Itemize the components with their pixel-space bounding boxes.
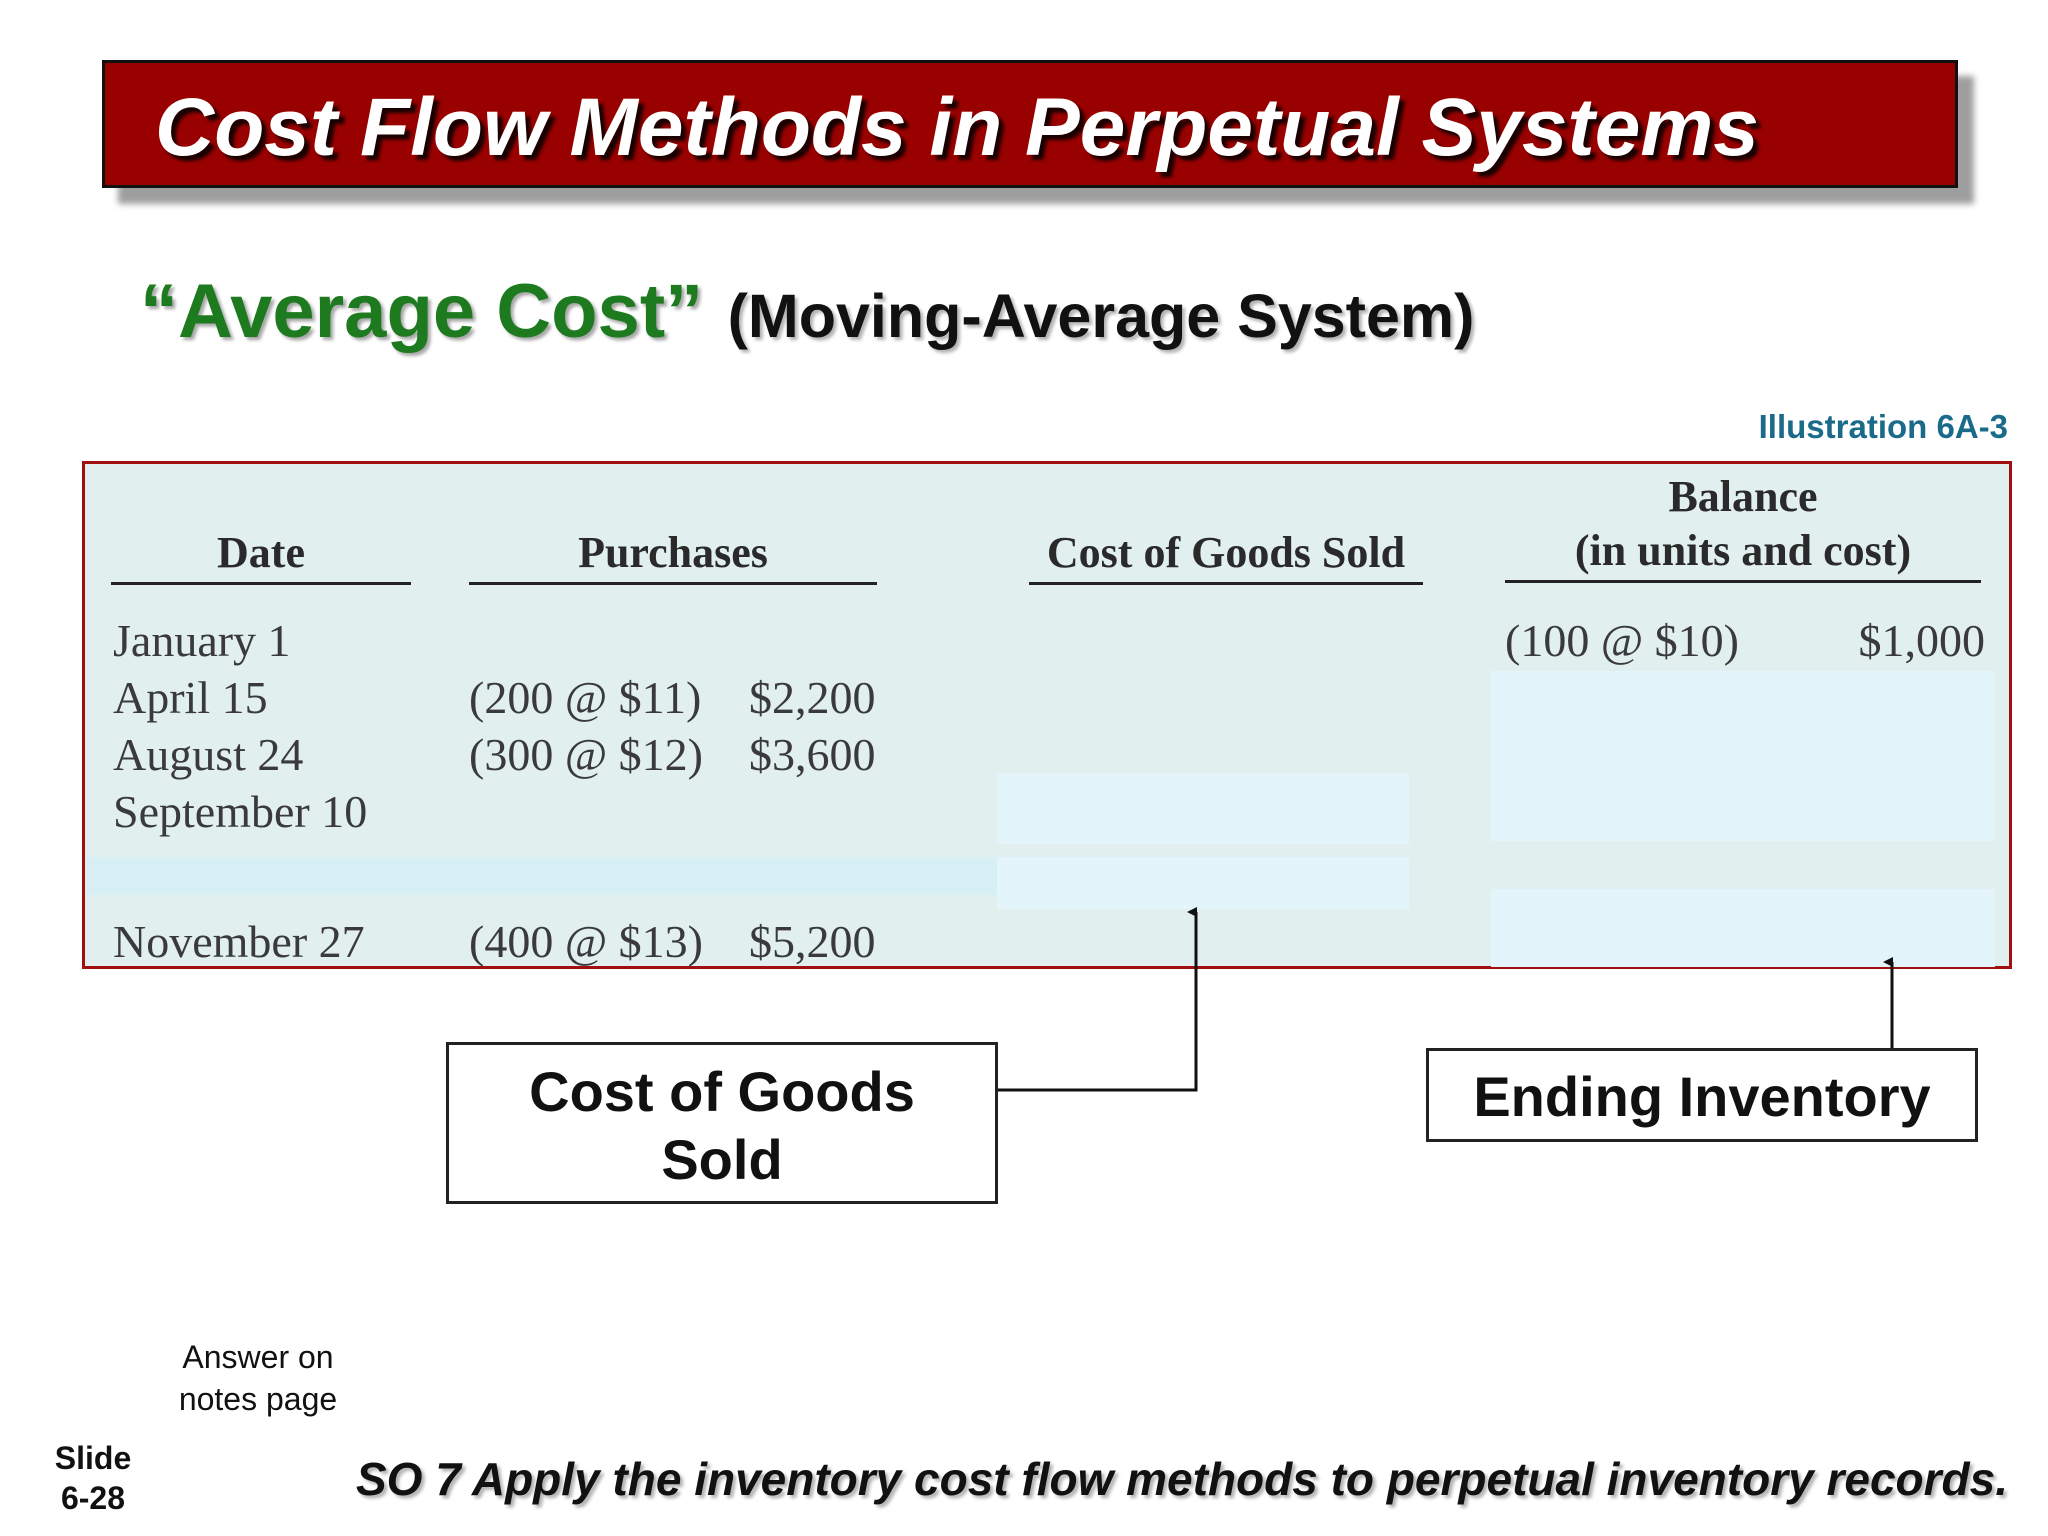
slide-label-text: Slide [54, 1440, 132, 1476]
illustration-label: Illustration 6A-3 [1758, 408, 2008, 445]
cogs-callout-line2: Sold [661, 1128, 783, 1191]
row-balance-units: (100 @ $10) [1505, 615, 1739, 666]
cogs-callout: Cost of Goods Sold [446, 1042, 998, 1204]
mask-row-band [85, 857, 997, 895]
subtitle-parenthetical: (Moving-Average System) [727, 282, 1475, 350]
header-balance-line1: Balance [1668, 472, 1818, 521]
answer-note-line1: Answer on [182, 1339, 334, 1375]
subtitle: “Average Cost” (Moving-Average System) [140, 268, 1474, 355]
row-purchase-units: (400 @ $13) [469, 916, 703, 967]
row-purchase-units: (200 @ $11) [469, 672, 702, 723]
mask-cogs-lower [997, 857, 1409, 909]
slide-title: Cost Flow Methods in Perpetual Systems [155, 82, 1759, 173]
slide-number: Slide 6-28 [38, 1438, 148, 1518]
cogs-arrow [998, 907, 1198, 1092]
header-balance: Balance (in units and cost) [1505, 470, 1981, 583]
row-date: August 24 [113, 729, 304, 780]
mask-cogs-sep [997, 774, 1409, 844]
row-purchase-units: (300 @ $12) [469, 729, 703, 780]
ending-inventory-callout-label: Ending Inventory [1473, 1065, 1931, 1128]
learning-objective-footer: SO 7 Apply the inventory cost flow metho… [355, 1453, 2008, 1505]
row-date: November 27 [113, 916, 365, 967]
row-date: January 1 [113, 615, 291, 666]
row-purchase-cost: $5,200 [749, 916, 876, 967]
ending-inventory-callout: Ending Inventory [1426, 1048, 1978, 1142]
subtitle-main: “Average Cost” [140, 269, 704, 354]
cogs-callout-line1: Cost of Goods [529, 1060, 915, 1123]
header-balance-line2: (in units and cost) [1574, 526, 1912, 575]
header-date: Date [111, 526, 411, 585]
title-banner: Cost Flow Methods in Perpetual Systems [102, 60, 1958, 188]
header-cogs: Cost of Goods Sold [1029, 526, 1423, 585]
header-purchases: Purchases [469, 526, 877, 585]
row-date: April 15 [113, 672, 268, 723]
slide-number-text: 6-28 [60, 1480, 126, 1516]
mask-balance-lower [1491, 889, 1995, 967]
row-balance-cost: $1,000 [1858, 615, 1986, 666]
mask-balance-upper [1491, 671, 1995, 841]
row-purchase-cost: $3,600 [749, 729, 876, 780]
inventory-table: Date Purchases Cost of Goods Sold Balanc… [82, 461, 2012, 969]
row-date: September 10 [113, 786, 368, 837]
answer-note-line2: notes page [178, 1381, 338, 1417]
row-purchase-cost: $2,200 [749, 672, 876, 723]
answer-note: Answer on notes page [168, 1336, 348, 1420]
